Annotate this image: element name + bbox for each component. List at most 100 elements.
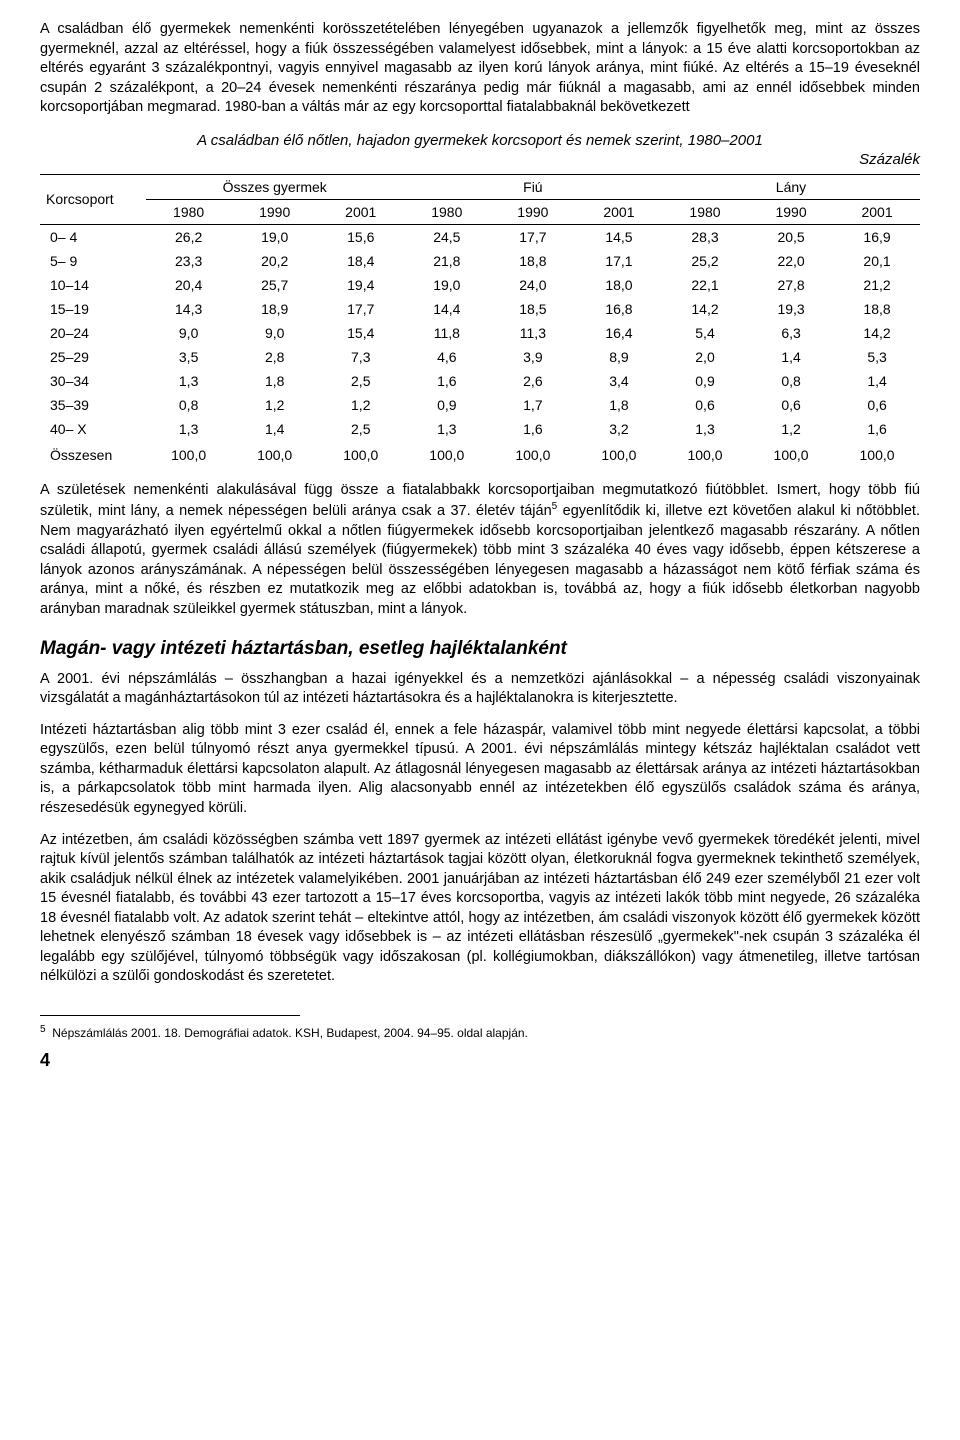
col-year: 2001 (834, 199, 920, 224)
cell: 21,8 (404, 249, 490, 273)
footnote-rule (40, 1015, 300, 1022)
cell: 9,0 (232, 321, 318, 345)
cell: 0,9 (662, 369, 748, 393)
table-row: 35–390,81,21,20,91,71,80,60,60,6 (40, 393, 920, 417)
cell: 3,4 (576, 369, 662, 393)
cell: 100,0 (404, 441, 490, 467)
cell: 100,0 (834, 441, 920, 467)
col-year: 1990 (748, 199, 834, 224)
cell: 15,4 (318, 321, 404, 345)
cell: 0,8 (748, 369, 834, 393)
cell: 4,6 (404, 345, 490, 369)
cell: 17,7 (490, 224, 576, 249)
cell: 1,3 (404, 417, 490, 441)
cell: 19,0 (232, 224, 318, 249)
cell: 100,0 (748, 441, 834, 467)
cell: 2,8 (232, 345, 318, 369)
cell: 100,0 (576, 441, 662, 467)
cell: 2,0 (662, 345, 748, 369)
cell: 1,2 (748, 417, 834, 441)
cell: 26,2 (146, 224, 232, 249)
cell: 11,3 (490, 321, 576, 345)
col-group-girl: Lány (662, 174, 920, 199)
row-label-total: Összesen (40, 441, 146, 467)
section-heading: Magán- vagy intézeti háztartásban, esetl… (40, 638, 920, 660)
table-row: 10–1420,425,719,419,024,018,022,127,821,… (40, 273, 920, 297)
cell: 18,4 (318, 249, 404, 273)
cell: 100,0 (232, 441, 318, 467)
cell: 20,2 (232, 249, 318, 273)
row-label: 40– X (40, 417, 146, 441)
table-row: 25–293,52,87,34,63,98,92,01,45,3 (40, 345, 920, 369)
col-year: 1980 (404, 199, 490, 224)
cell: 18,5 (490, 297, 576, 321)
cell: 1,2 (232, 393, 318, 417)
cell: 20,5 (748, 224, 834, 249)
page-container: A családban élő gyermekek nemenkénti kor… (0, 0, 960, 1101)
table-row: 20–249,09,015,411,811,316,45,46,314,2 (40, 321, 920, 345)
cell: 16,4 (576, 321, 662, 345)
cell: 28,3 (662, 224, 748, 249)
cell: 0,6 (748, 393, 834, 417)
row-label: 0– 4 (40, 224, 146, 249)
cell: 100,0 (146, 441, 232, 467)
cell: 5,3 (834, 345, 920, 369)
table-row: 15–1914,318,917,714,418,516,814,219,318,… (40, 297, 920, 321)
row-label: 25–29 (40, 345, 146, 369)
col-year: 1990 (490, 199, 576, 224)
cell: 1,2 (318, 393, 404, 417)
cell: 17,1 (576, 249, 662, 273)
table-row: 5– 923,320,218,421,818,817,125,222,020,1 (40, 249, 920, 273)
cell: 5,4 (662, 321, 748, 345)
cell: 1,8 (232, 369, 318, 393)
col-group-boy: Fiú (404, 174, 662, 199)
cell: 2,5 (318, 417, 404, 441)
cell: 9,0 (146, 321, 232, 345)
cell: 24,0 (490, 273, 576, 297)
cell: 14,2 (834, 321, 920, 345)
page-number: 4 (40, 1050, 920, 1071)
cell: 22,1 (662, 273, 748, 297)
table-row: 30–341,31,82,51,62,63,40,90,81,4 (40, 369, 920, 393)
paragraph-3: A 2001. évi népszámlálás – összhangban a… (40, 670, 920, 709)
row-label: 5– 9 (40, 249, 146, 273)
cell: 18,8 (834, 297, 920, 321)
cell: 23,3 (146, 249, 232, 273)
cell: 0,6 (662, 393, 748, 417)
cell: 100,0 (662, 441, 748, 467)
cell: 1,4 (748, 345, 834, 369)
cell: 24,5 (404, 224, 490, 249)
cell: 1,3 (146, 369, 232, 393)
paragraph-5: Az intézetben, ám családi közösségben sz… (40, 831, 920, 988)
cell: 1,4 (834, 369, 920, 393)
para2-b: egyenlítődik ki, illetve ezt követően al… (40, 503, 920, 617)
row-label: 30–34 (40, 369, 146, 393)
cell: 2,6 (490, 369, 576, 393)
footnote-text: 5 Népszámlálás 2001. 18. Demográfiai ada… (40, 1024, 920, 1040)
cell: 27,8 (748, 273, 834, 297)
cell: 16,8 (576, 297, 662, 321)
footnote-body: Népszámlálás 2001. 18. Demográfiai adato… (52, 1026, 528, 1040)
cell: 11,8 (404, 321, 490, 345)
cell: 20,4 (146, 273, 232, 297)
cell: 14,2 (662, 297, 748, 321)
cell: 19,0 (404, 273, 490, 297)
cell: 19,4 (318, 273, 404, 297)
paragraph-4: Intézeti háztartásban alig több mint 3 e… (40, 721, 920, 819)
col-year: 2001 (318, 199, 404, 224)
row-label: 35–39 (40, 393, 146, 417)
cell: 1,4 (232, 417, 318, 441)
paragraph-intro: A családban élő gyermekek nemenkénti kor… (40, 20, 920, 118)
cell: 19,3 (748, 297, 834, 321)
cell: 3,9 (490, 345, 576, 369)
cell: 0,6 (834, 393, 920, 417)
col-year: 1990 (232, 199, 318, 224)
cell: 0,8 (146, 393, 232, 417)
cell: 1,6 (404, 369, 490, 393)
cell: 1,8 (576, 393, 662, 417)
cell: 18,8 (490, 249, 576, 273)
table-unit: Százalék (40, 151, 920, 168)
cell: 14,5 (576, 224, 662, 249)
cell: 1,6 (490, 417, 576, 441)
cell: 7,3 (318, 345, 404, 369)
